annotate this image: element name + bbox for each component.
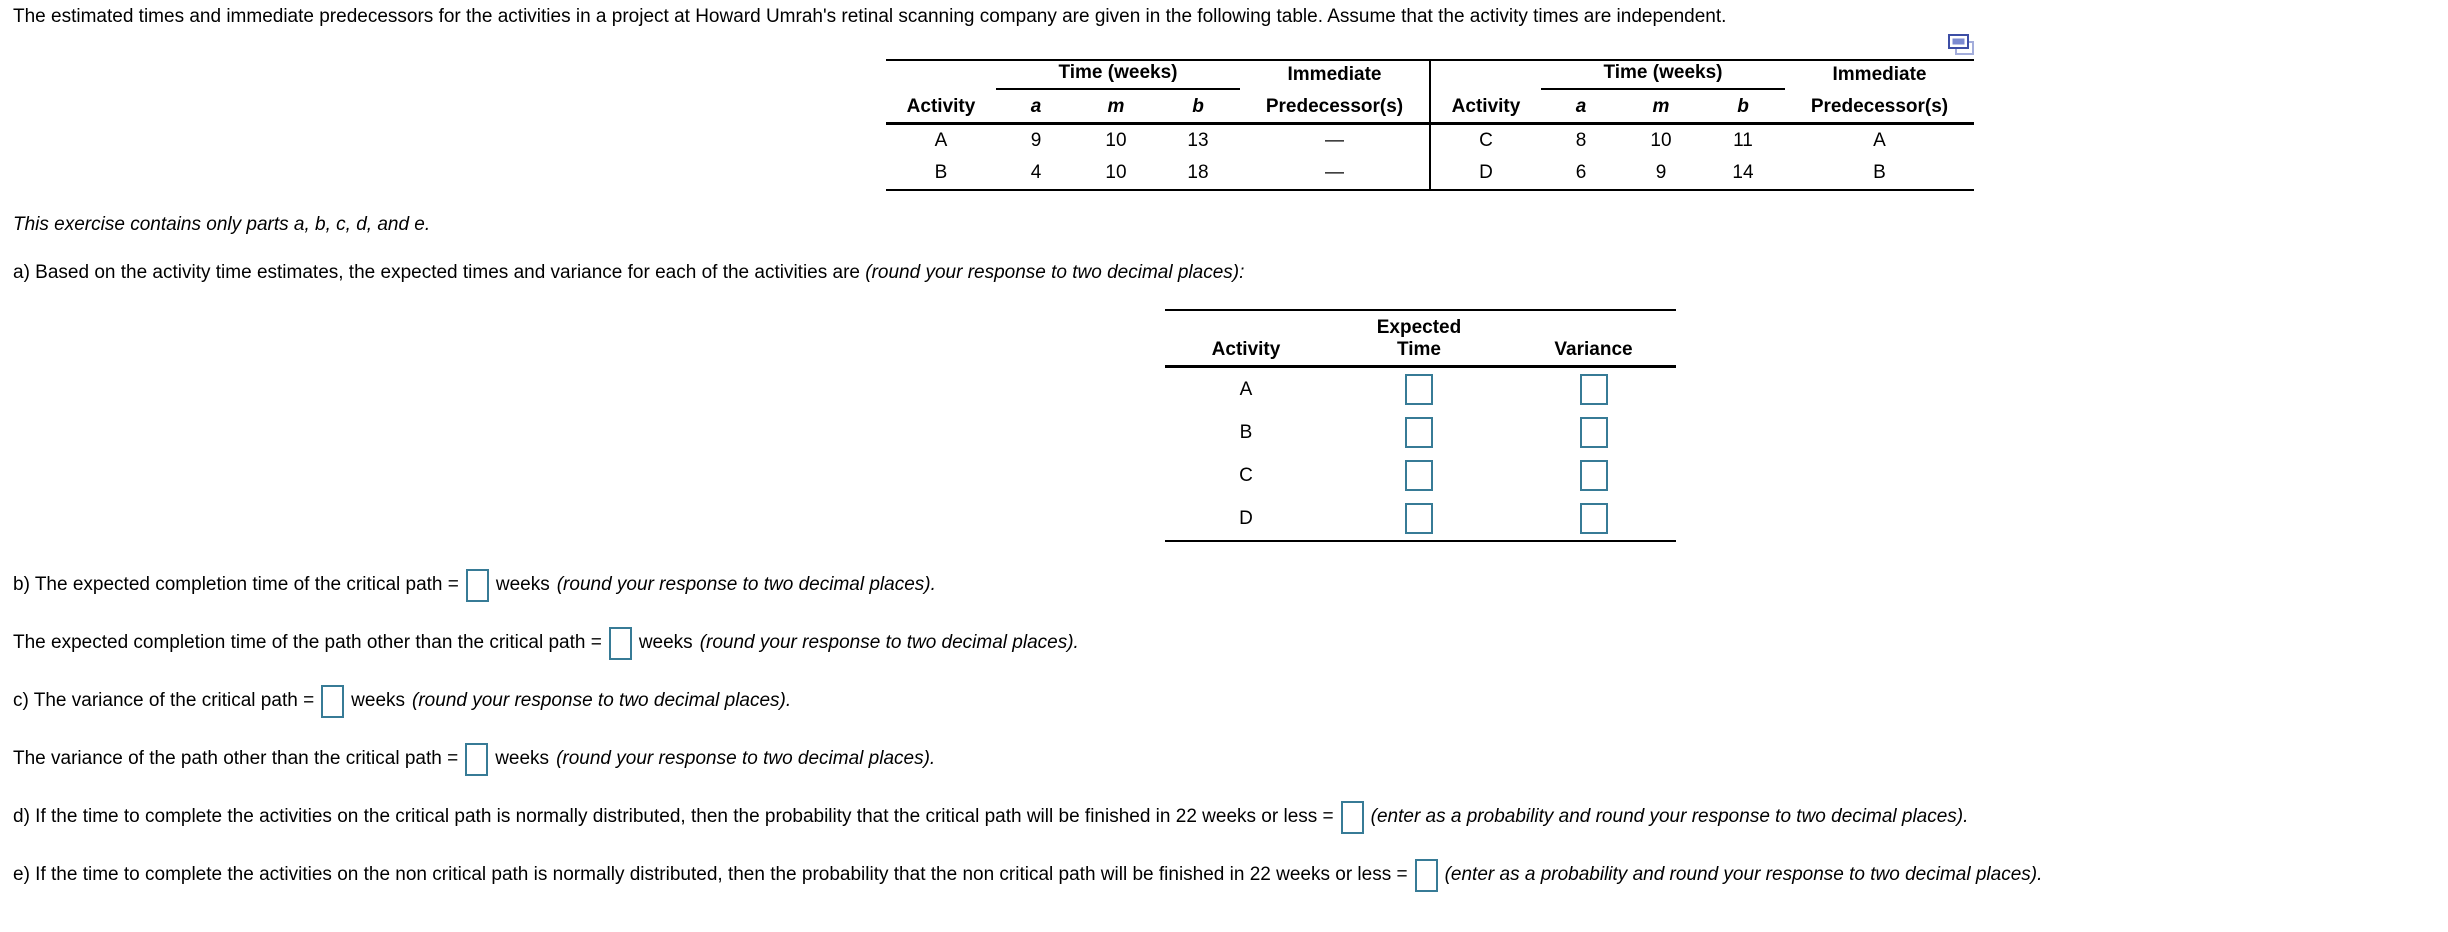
table-row: B: [1165, 411, 1676, 454]
rounding-note: (round your response to two decimal plac…: [412, 690, 792, 711]
activity-cell: C: [1479, 130, 1493, 151]
activity-header: Activity: [1451, 96, 1521, 117]
b-cell: 18: [1187, 162, 1209, 183]
expected-header-line1: Expected: [1376, 317, 1462, 338]
pred-cell: —: [1325, 162, 1344, 183]
part-c-line2: The variance of the path other than the …: [13, 740, 935, 778]
unit-label: weeks: [495, 574, 550, 595]
part-b-line2-text: The expected completion time of the path…: [13, 632, 602, 653]
activity-cell: D: [1479, 162, 1493, 183]
activity-header: Activity: [906, 96, 976, 117]
table-rule-header: [1165, 365, 1676, 368]
noncritical-path-time-input[interactable]: [608, 626, 632, 660]
unit-label: weeks: [351, 690, 406, 711]
m-cell: 10: [1650, 130, 1672, 151]
expected-time-input-B[interactable]: [1405, 417, 1433, 448]
expected-time-input-A[interactable]: [1405, 374, 1433, 405]
part-d-line: d) If the time to complete the activitie…: [13, 798, 1968, 836]
col-a-header: a: [1575, 96, 1587, 117]
variance-header: Variance: [1554, 339, 1633, 360]
activity-cell: B: [1239, 421, 1253, 443]
immediate-header: Immediate: [1287, 64, 1382, 85]
critical-path-time-input[interactable]: [465, 568, 489, 602]
rounding-note: (round your response to two decimal plac…: [699, 632, 1079, 653]
critical-path-variance-input[interactable]: [321, 684, 345, 718]
noncritical-path-variance-input[interactable]: [465, 742, 489, 776]
activity-cell: A: [1239, 378, 1253, 400]
immediate-header: Immediate: [1832, 64, 1927, 85]
b-cell: 14: [1732, 162, 1754, 183]
variance-input-A[interactable]: [1579, 374, 1608, 405]
table-row: A: [1165, 368, 1676, 411]
noncritical-path-probability-input[interactable]: [1414, 858, 1438, 892]
rounding-note: (round your response to two decimal plac…: [556, 574, 936, 595]
activity-cell: C: [1239, 464, 1253, 486]
part-b-line1: b) The expected completion time of the c…: [13, 566, 936, 604]
part-a-rounding-note: (round your response to two decimal plac…: [865, 262, 1245, 283]
activity-table-left-half: Time (weeks) Immediate Activity a m b Pr…: [886, 61, 1429, 189]
table-row: D 6 9 14 B: [1431, 157, 1974, 189]
col-m-header: m: [1652, 96, 1670, 117]
pred-cell: —: [1325, 130, 1344, 151]
exercise-note: This exercise contains only parts a, b, …: [13, 214, 431, 235]
col-a-header: a: [1030, 96, 1042, 117]
part-b-line1-text: b) The expected completion time of the c…: [13, 574, 459, 595]
problem-statement: The estimated times and immediate predec…: [13, 6, 1727, 27]
col-b-header: b: [1192, 96, 1204, 117]
part-a-text: a) Based on the activity time estimates,…: [13, 262, 860, 283]
copy-icon[interactable]: [1946, 33, 1978, 65]
part-e-line: e) If the time to complete the activitie…: [13, 856, 2042, 894]
pred-cell: B: [1873, 162, 1886, 183]
table-row: D: [1165, 497, 1676, 540]
expected-time-input-C[interactable]: [1405, 460, 1433, 491]
part-d-text: d) If the time to complete the activitie…: [13, 806, 1334, 827]
part-c-line1-text: c) The variance of the critical path =: [13, 690, 315, 711]
col-m-header: m: [1107, 96, 1125, 117]
m-cell: 10: [1105, 162, 1127, 183]
m-cell: 9: [1655, 162, 1667, 183]
activity-cell: D: [1239, 507, 1253, 529]
table-row: C 8 10 11 A: [1431, 125, 1974, 157]
a-cell: 4: [1030, 162, 1042, 183]
rounding-note: (round your response to two decimal plac…: [556, 748, 936, 769]
unit-label: weeks: [638, 632, 693, 653]
rounding-note: (enter as a probability and round your r…: [1444, 864, 2043, 885]
a-cell: 6: [1575, 162, 1587, 183]
a-cell: 8: [1575, 130, 1587, 151]
unit-label: weeks: [495, 748, 550, 769]
predecessors-header: Predecessor(s): [1810, 96, 1949, 117]
table-rule-bottom: [1165, 540, 1676, 542]
part-b-line2: The expected completion time of the path…: [13, 624, 1079, 662]
predecessors-header: Predecessor(s): [1265, 96, 1404, 117]
table-row: B 4 10 18 —: [886, 157, 1429, 189]
pred-cell: A: [1873, 130, 1886, 151]
table-row: C: [1165, 454, 1676, 497]
critical-path-probability-input[interactable]: [1340, 800, 1364, 834]
variance-input-B[interactable]: [1579, 417, 1608, 448]
expected-time-input-D[interactable]: [1405, 503, 1433, 534]
table-rule-top: [1165, 309, 1676, 311]
table-row: A 9 10 13 —: [886, 125, 1429, 157]
col-b-header: b: [1737, 96, 1749, 117]
part-a-statement: a) Based on the activity time estimates,…: [13, 262, 1244, 284]
activity-table-right-half: Time (weeks) Immediate Activity a m b Pr…: [1431, 61, 1974, 189]
m-cell: 10: [1105, 130, 1127, 151]
variance-input-C[interactable]: [1579, 460, 1608, 491]
time-weeks-header: Time (weeks): [996, 61, 1240, 90]
part-e-text: e) If the time to complete the activitie…: [13, 864, 1408, 885]
b-cell: 13: [1187, 130, 1209, 151]
table-divider: [1429, 59, 1431, 191]
rounding-note: (enter as a probability and round your r…: [1370, 806, 1969, 827]
part-c-line2-text: The variance of the path other than the …: [13, 748, 459, 769]
time-weeks-header: Time (weeks): [1541, 61, 1785, 90]
part-c-line1: c) The variance of the critical path = w…: [13, 682, 791, 720]
activity-cell: B: [934, 162, 948, 183]
expected-header-line2: Time: [1396, 339, 1441, 360]
b-cell: 11: [1733, 130, 1753, 151]
variance-input-D[interactable]: [1579, 503, 1608, 534]
activity-cell: A: [934, 130, 948, 151]
a-cell: 9: [1030, 130, 1042, 151]
activity-header: Activity: [1211, 339, 1281, 360]
